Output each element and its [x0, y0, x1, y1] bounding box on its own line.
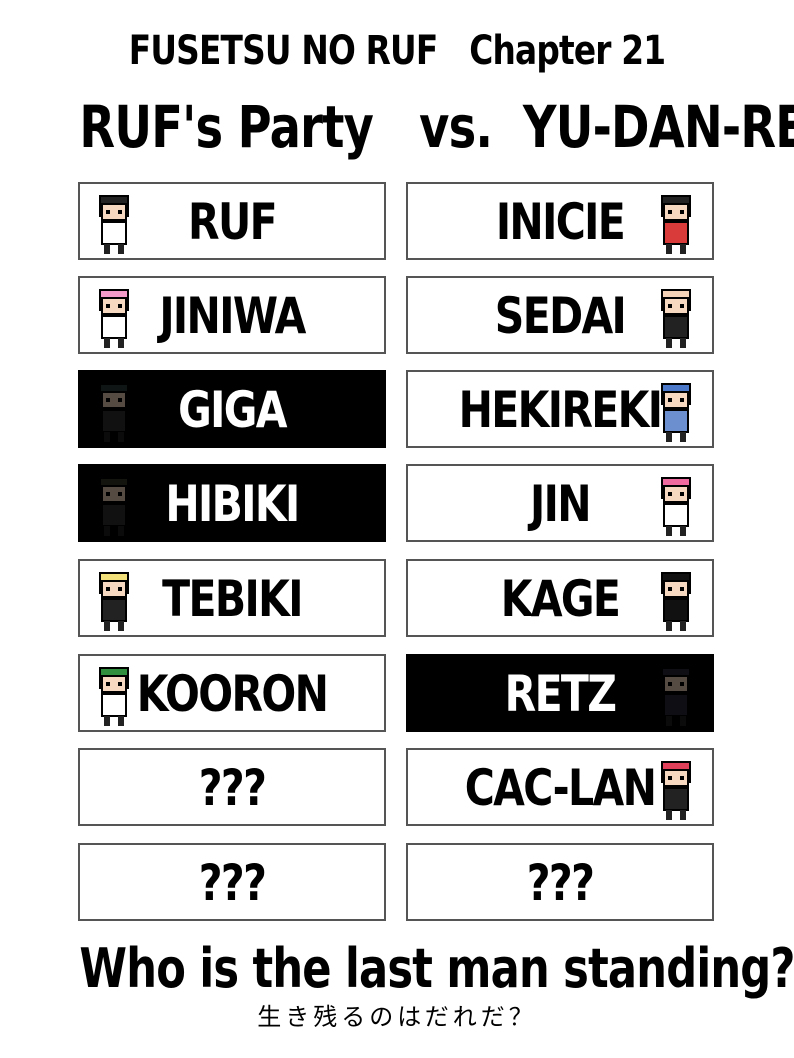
- character-name: TEBIKI: [162, 570, 303, 628]
- character-name: CAC-LAN: [464, 759, 657, 817]
- matchup-heading: RUF's Party vs. YU-DAN-REN: [79, 93, 794, 161]
- tagline-japanese: 生き残るのはだれだ？: [257, 1003, 537, 1031]
- dark-hair-girl-sprite-icon: [99, 383, 129, 442]
- blue-lightning-robot-sprite-icon: [661, 383, 691, 442]
- right_team-card: ???: [406, 843, 714, 921]
- left_team-card: RUF: [78, 182, 386, 260]
- character-name: KAGE: [500, 570, 621, 628]
- white-coat-boy-sprite-icon: [99, 195, 129, 254]
- green-hair-horned-girl-sprite-icon: [99, 667, 129, 726]
- right_team-card: KAGE: [406, 559, 714, 637]
- headband-swordsman-sprite-icon: [661, 195, 691, 254]
- witch-hat-girl-sprite-icon: [99, 572, 129, 631]
- right_team-card: RETZ: [406, 654, 714, 732]
- right_team-card: SEDAI: [406, 276, 714, 354]
- page-title: FUSETSU NO RUF Chapter 21: [128, 28, 666, 74]
- right_team-card: INICIE: [406, 182, 714, 260]
- long-hair-swordsman-sprite-icon: [99, 477, 129, 536]
- left_team-card: KOORON: [78, 654, 386, 732]
- right_team-card: CAC-LAN: [406, 748, 714, 826]
- character-name: JINIWA: [159, 287, 306, 345]
- character-name: SEDAI: [494, 287, 627, 345]
- tagline: Who is the last man standing?: [79, 937, 794, 1000]
- pink-cap-glasses-boy-sprite-icon: [661, 477, 691, 536]
- character-name: RETZ: [504, 665, 617, 723]
- right_team-card: HEKIREKI: [406, 370, 714, 448]
- left_team-card: ???: [78, 843, 386, 921]
- left_team-card: ???: [78, 748, 386, 826]
- left_team-card: JINIWA: [78, 276, 386, 354]
- pink-twintail-girl-sprite-icon: [99, 289, 129, 348]
- character-name: ???: [198, 854, 267, 912]
- hooded-reaper-sprite-icon: [661, 572, 691, 631]
- bald-glasses-man-sprite-icon: [661, 289, 691, 348]
- left_team-card: HIBIKI: [78, 464, 386, 542]
- character-name: ???: [198, 759, 267, 817]
- character-name: JIN: [530, 475, 592, 533]
- left_team-card: GIGA: [78, 370, 386, 448]
- character-name: GIGA: [178, 381, 287, 439]
- character-name: INICIE: [495, 193, 626, 251]
- red-hair-horned-girl-sprite-icon: [661, 761, 691, 820]
- character-name: KOORON: [136, 665, 329, 723]
- character-name: HEKIREKI: [458, 381, 663, 439]
- dark-horned-girl-sprite-icon: [661, 667, 691, 726]
- character-name: HIBIKI: [165, 475, 300, 533]
- right_team-card: JIN: [406, 464, 714, 542]
- left_team-card: TEBIKI: [78, 559, 386, 637]
- character-name: RUF: [188, 193, 278, 251]
- character-name: ???: [526, 854, 595, 912]
